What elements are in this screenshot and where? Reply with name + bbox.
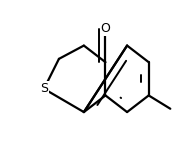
Text: S: S (40, 82, 48, 95)
Text: O: O (100, 22, 110, 35)
